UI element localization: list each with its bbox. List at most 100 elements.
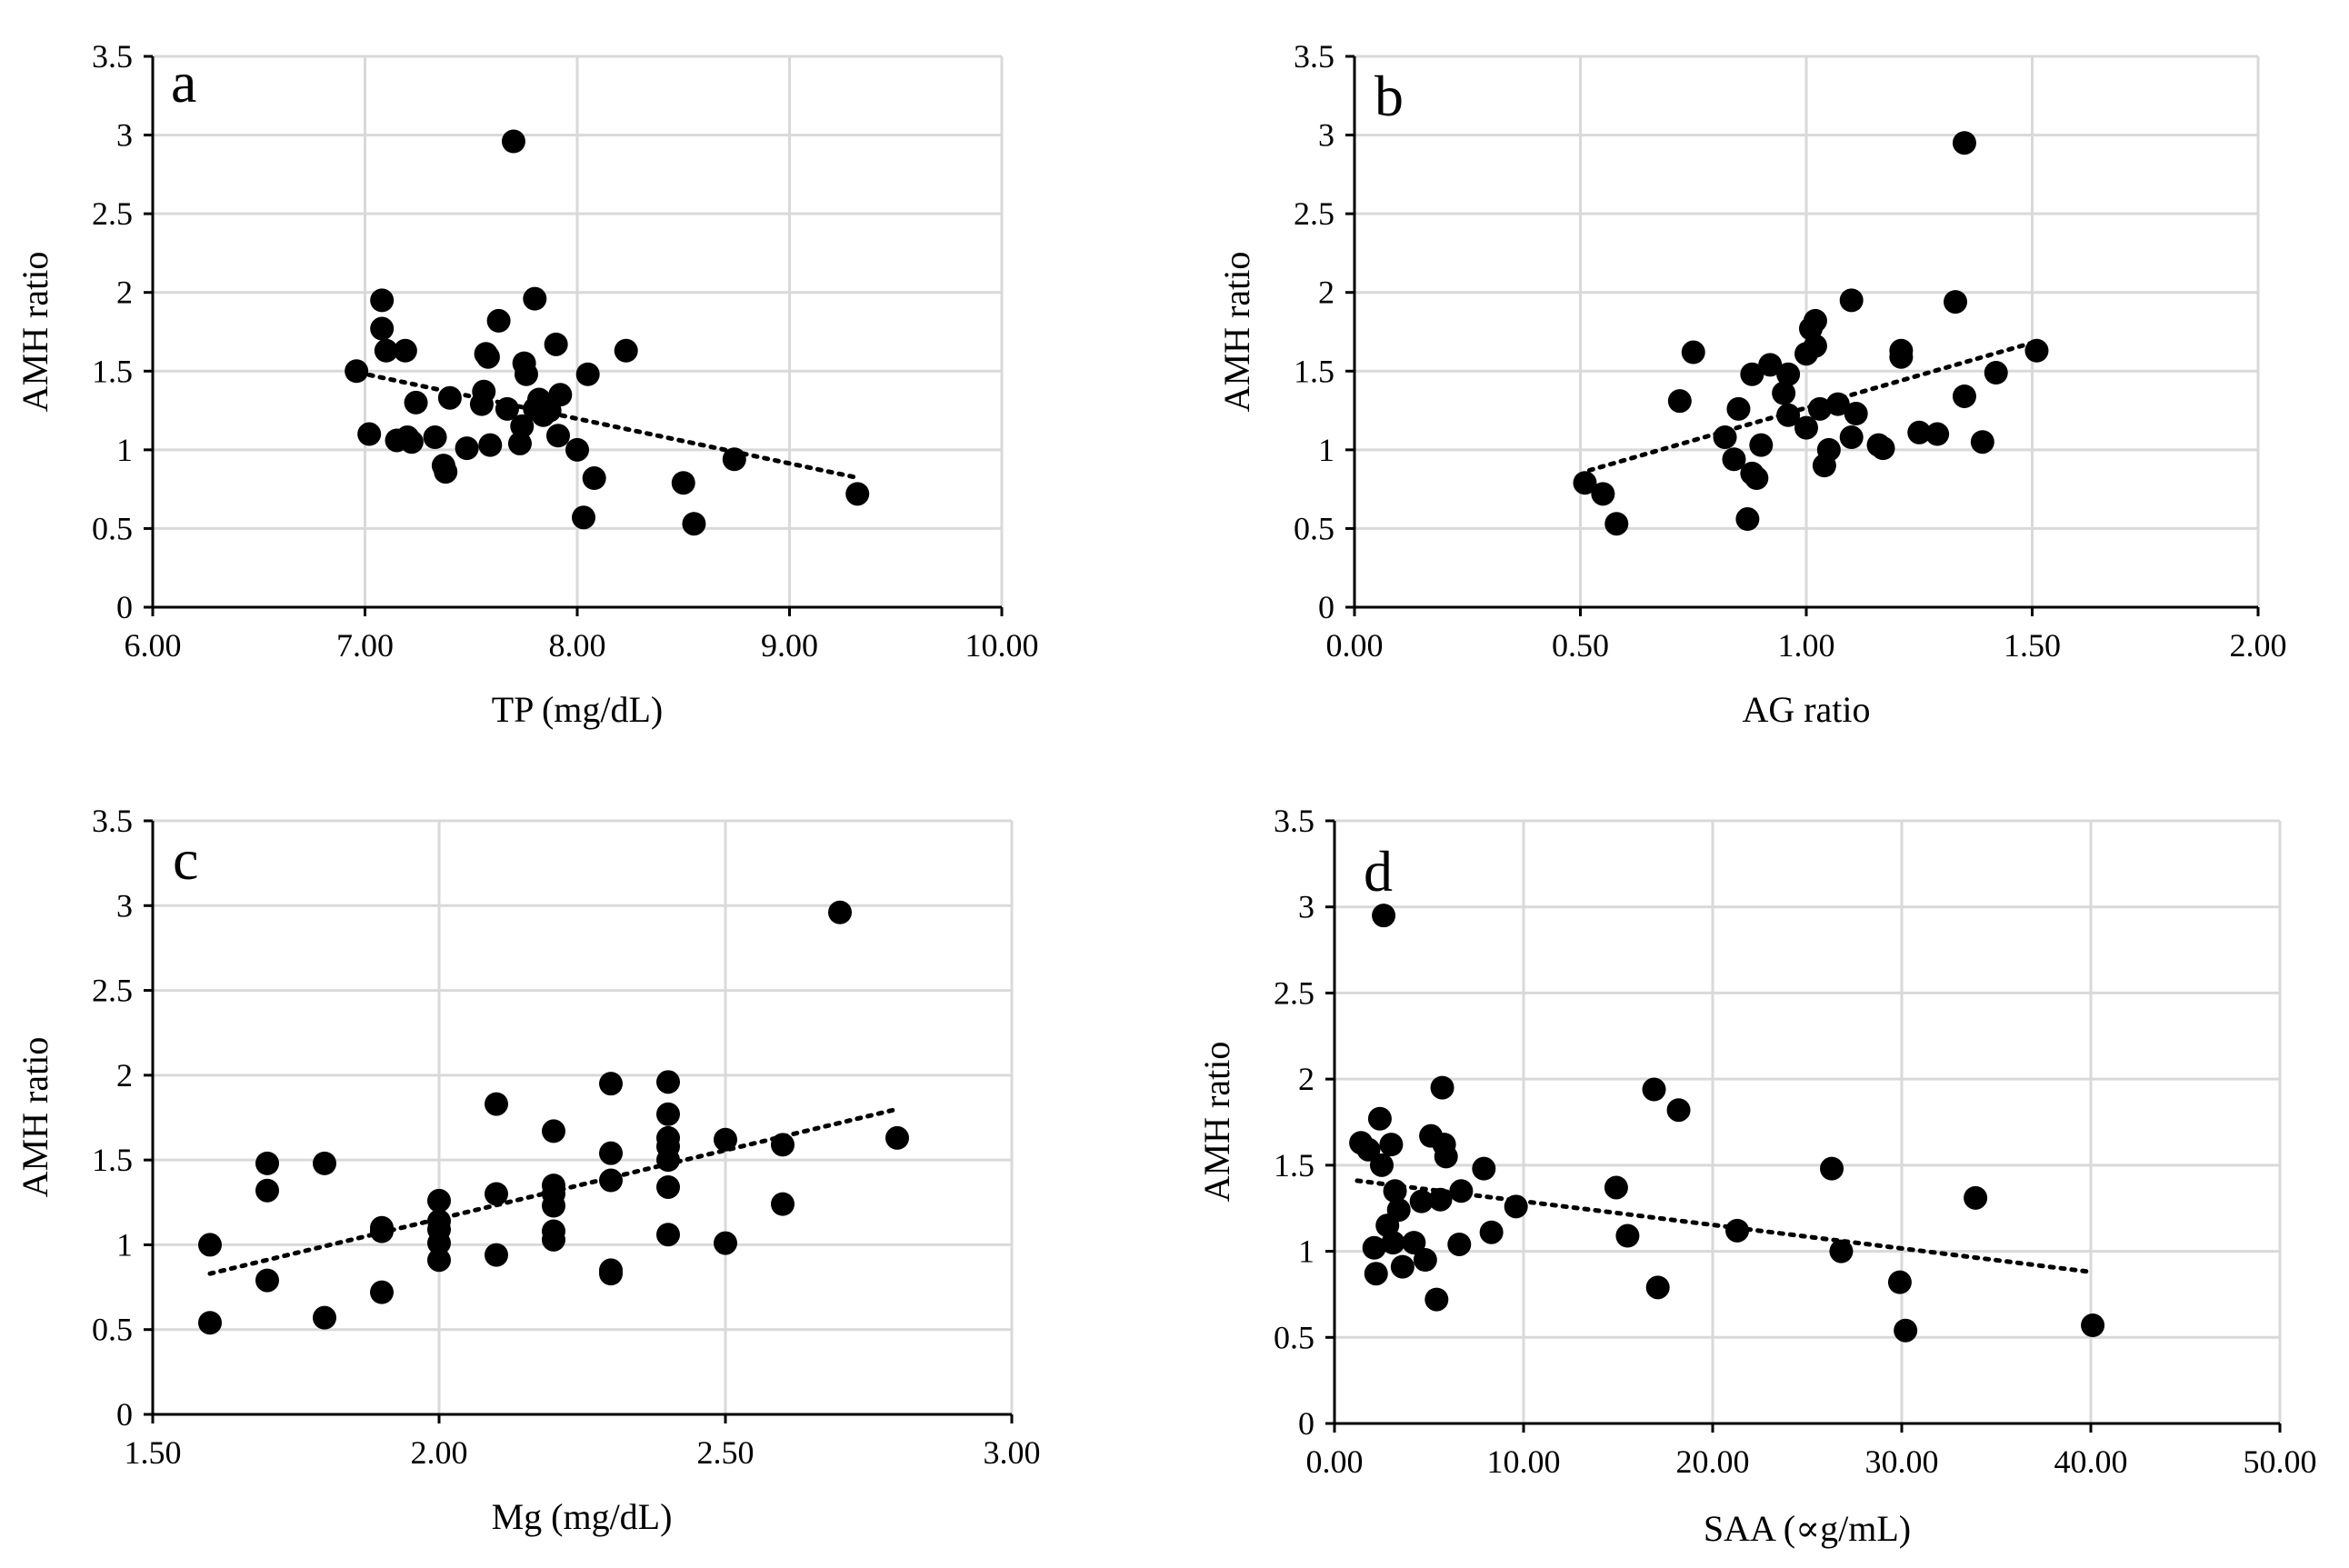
data-point xyxy=(370,288,395,313)
x-axis-title: AG ratio xyxy=(1742,689,1870,730)
y-tick-label: 2.5 xyxy=(1274,974,1314,1011)
x-tick-label: 40.00 xyxy=(2054,1443,2128,1480)
data-point xyxy=(1829,1239,1854,1263)
data-point xyxy=(485,1182,508,1206)
x-tick-label: 2.00 xyxy=(411,1434,468,1471)
data-point xyxy=(656,1148,680,1173)
panel-d: 0.00 10.00 20.00 30.00 40.00 50.00 0 0.5 1 1.5 2 2.… xyxy=(1196,803,2317,1549)
y-tick-label: 3.5 xyxy=(92,803,133,839)
data-point xyxy=(599,1072,623,1096)
data-point xyxy=(1356,1137,1381,1162)
y-tick-label: 3.5 xyxy=(1294,38,1334,75)
data-point xyxy=(370,1280,394,1304)
data-point xyxy=(1807,396,1832,421)
data-point xyxy=(399,430,424,454)
x-tick-label: 10.00 xyxy=(965,627,1039,664)
data-point xyxy=(523,286,547,311)
data-point xyxy=(1390,1254,1414,1279)
y-tick-label: 1.5 xyxy=(92,1142,133,1178)
trendline xyxy=(1354,1178,2094,1274)
data-point xyxy=(1871,436,1895,461)
y-tick-label: 2.5 xyxy=(92,973,133,1009)
y-tick-label: 2 xyxy=(116,1057,133,1094)
data-point xyxy=(1794,415,1818,440)
data-point xyxy=(1615,1223,1640,1248)
x-tick-label: 0.00 xyxy=(1326,627,1384,664)
data-point xyxy=(1479,1220,1504,1244)
data-point xyxy=(1666,1098,1691,1123)
data-point xyxy=(1844,402,1868,426)
data-point xyxy=(1726,396,1751,421)
y-tick-label: 1.5 xyxy=(1294,353,1334,389)
x-tick-label: 2.50 xyxy=(697,1434,755,1471)
data-point xyxy=(1964,1185,1988,1210)
data-point xyxy=(485,1243,508,1267)
data-point xyxy=(1907,420,1932,444)
x-tick-label: 20.00 xyxy=(1676,1443,1750,1480)
data-point xyxy=(370,1219,394,1243)
data-point xyxy=(1413,1248,1437,1273)
x-axis-title: SAA (∝g/mL) xyxy=(1704,1508,1911,1549)
data-point xyxy=(434,460,458,484)
panel-label-b: b xyxy=(1374,64,1404,128)
x-tick-label: 50.00 xyxy=(2244,1443,2317,1480)
data-point xyxy=(485,1092,508,1116)
data-point xyxy=(714,1231,737,1255)
data-point xyxy=(255,1151,279,1175)
panel-label-a: a xyxy=(171,50,196,115)
data-point xyxy=(656,1174,680,1199)
data-point xyxy=(345,359,369,384)
data-point xyxy=(1820,1156,1844,1181)
data-point xyxy=(1952,384,1976,408)
data-point xyxy=(582,466,606,491)
x-tick-label: 8.00 xyxy=(549,627,606,664)
x-tick-label: 0.00 xyxy=(1306,1443,1364,1480)
data-point xyxy=(1386,1198,1411,1223)
y-axis-title: AMH ratio xyxy=(15,252,55,413)
data-point xyxy=(771,1133,795,1157)
data-point xyxy=(198,1233,222,1257)
data-point xyxy=(427,1188,451,1213)
data-point xyxy=(1428,1187,1453,1212)
data-point xyxy=(1839,425,1864,450)
y-tick-label: 2 xyxy=(1298,1061,1314,1097)
data-point xyxy=(845,482,870,506)
data-point xyxy=(722,447,746,472)
data-point xyxy=(370,316,395,341)
x-tick-label: 3.00 xyxy=(984,1434,1041,1471)
y-tick-label: 3 xyxy=(1298,889,1314,925)
x-tick-label: 2.00 xyxy=(2230,627,2287,664)
data-point xyxy=(495,396,519,421)
x-tick-label: 6.00 xyxy=(125,627,182,664)
x-tick-label: 7.00 xyxy=(336,627,394,664)
data-point xyxy=(542,1119,565,1144)
data-point xyxy=(1749,433,1774,457)
data-point xyxy=(1604,512,1629,536)
data-point xyxy=(1667,389,1692,414)
data-point xyxy=(828,900,852,924)
y-axis-title: AMH ratio xyxy=(1216,252,1257,413)
data-point xyxy=(472,379,496,404)
data-point xyxy=(1925,422,1950,446)
data-point xyxy=(545,424,570,448)
y-tick-label: 1.5 xyxy=(1274,1147,1314,1183)
data-point xyxy=(671,471,695,495)
data-point xyxy=(427,1231,451,1255)
y-tick-label: 3 xyxy=(1318,117,1334,154)
data-point xyxy=(599,1168,623,1193)
y-tick-label: 0.5 xyxy=(1294,510,1334,546)
panel-label-c: c xyxy=(173,827,198,892)
y-axis-title: AMH ratio xyxy=(1196,1042,1237,1203)
data-point xyxy=(501,129,525,154)
data-point xyxy=(486,308,511,333)
data-point xyxy=(1681,340,1705,365)
panel-c: 1.50 2.00 2.50 3.00 0 0.5 1 1.5 2 2.5 3 3.5 c Mg (m… xyxy=(15,803,1041,1537)
y-tick-label: 0 xyxy=(1318,589,1334,625)
data-point xyxy=(255,1268,279,1293)
data-point xyxy=(1944,290,1968,315)
panel-label-d: d xyxy=(1364,839,1393,904)
x-axis-title: TP (mg/dL) xyxy=(492,689,664,730)
data-point xyxy=(1591,482,1615,506)
data-point xyxy=(1740,362,1764,386)
data-point xyxy=(1402,1231,1426,1255)
